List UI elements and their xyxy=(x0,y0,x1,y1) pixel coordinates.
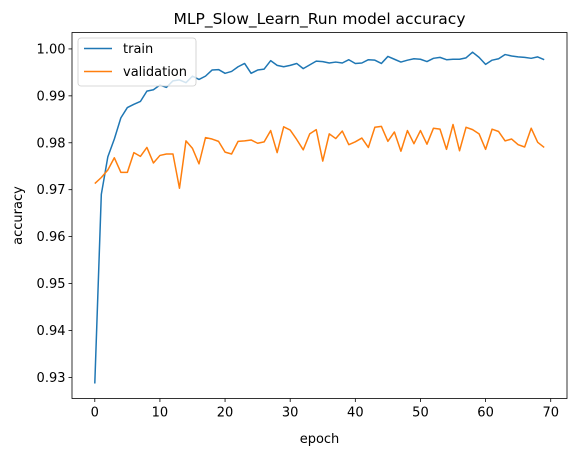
y-tick-label: 0.95 xyxy=(37,277,66,292)
y-tick-label: 0.99 xyxy=(37,89,66,104)
legend-label-train: train xyxy=(123,42,153,57)
y-tick-label: 0.98 xyxy=(37,136,66,151)
x-tick-label: 40 xyxy=(347,406,364,421)
x-tick-label: 10 xyxy=(152,406,169,421)
legend: train validation xyxy=(77,37,197,87)
legend-label-validation: validation xyxy=(123,65,187,80)
y-tick-label: 0.97 xyxy=(37,183,66,198)
x-tick-label: 20 xyxy=(217,406,234,421)
plot-area xyxy=(72,32,567,399)
x-tick-label: 70 xyxy=(542,406,559,421)
series-line-validation xyxy=(94,123,545,190)
plot-frame xyxy=(71,32,568,399)
y-tick-label: 1.00 xyxy=(37,42,66,57)
y-tick-label: 0.94 xyxy=(37,324,66,339)
chart-title: MLP_Slow_Learn_Run model accuracy xyxy=(173,10,465,29)
x-tick-label: 0 xyxy=(91,406,99,421)
y-tick-label: 0.96 xyxy=(37,230,66,245)
legend-box xyxy=(77,37,197,87)
y-tick-label: 0.93 xyxy=(37,371,66,386)
x-tick-label: 30 xyxy=(282,406,299,421)
x-axis-ticks: 0 10 20 30 40 50 60 70 xyxy=(91,398,559,421)
x-tick-label: 60 xyxy=(477,406,494,421)
y-axis-ticks: 0.93 0.94 0.95 0.96 0.97 0.98 0.99 1.00 xyxy=(37,42,72,386)
x-tick-label: 50 xyxy=(412,406,429,421)
y-axis-label: accuracy xyxy=(11,186,26,245)
x-axis-label: epoch xyxy=(300,432,340,447)
